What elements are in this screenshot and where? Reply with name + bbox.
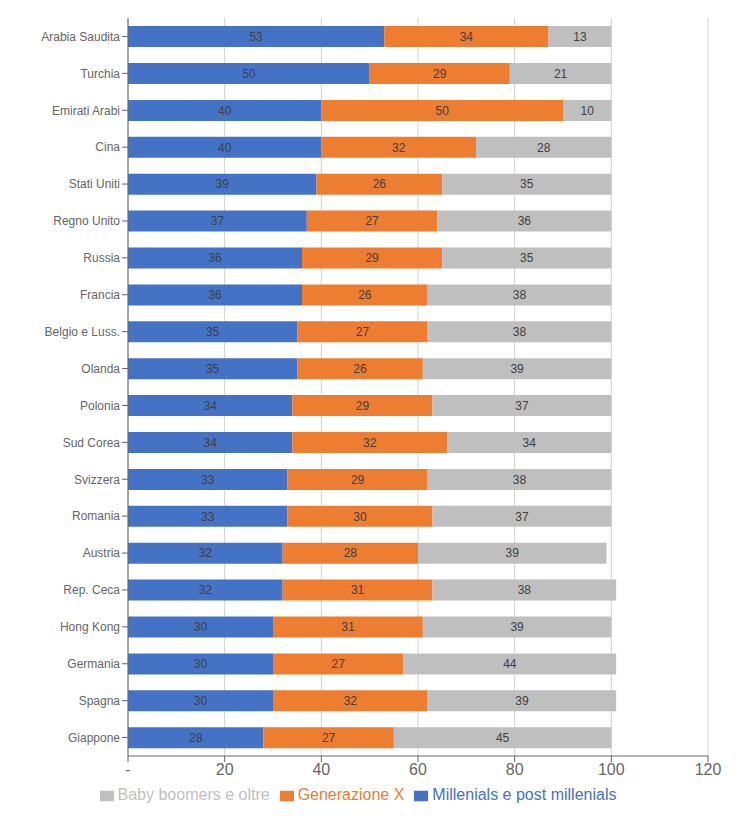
svg-text:34: 34 [522, 436, 536, 450]
svg-text:45: 45 [496, 731, 510, 745]
svg-text:33: 33 [201, 510, 215, 524]
svg-text:39: 39 [506, 546, 520, 560]
svg-text:Sud Corea: Sud Corea [63, 436, 121, 450]
svg-text:35: 35 [206, 325, 220, 339]
svg-text:28: 28 [537, 141, 551, 155]
svg-text:27: 27 [365, 214, 379, 228]
svg-text:37: 37 [515, 510, 529, 524]
svg-text:39: 39 [510, 620, 524, 634]
svg-text:Russia: Russia [83, 251, 120, 265]
svg-text:40: 40 [218, 104, 232, 118]
svg-text:Rep. Ceca: Rep. Ceca [63, 583, 120, 597]
svg-text:40: 40 [218, 141, 232, 155]
svg-text:32: 32 [392, 141, 406, 155]
svg-text:34: 34 [460, 30, 474, 44]
svg-text:28: 28 [189, 731, 203, 745]
svg-text:31: 31 [341, 620, 355, 634]
html-text:Generazione X: Generazione X [297, 786, 405, 803]
svg-text:30: 30 [353, 510, 367, 524]
svg-text:28: 28 [344, 546, 358, 560]
svg-text:39: 39 [515, 694, 529, 708]
svg-text:38: 38 [518, 583, 532, 597]
svg-text:35: 35 [520, 177, 534, 191]
svg-text:53: 53 [249, 30, 263, 44]
svg-text:30: 30 [194, 694, 208, 708]
svg-text:44: 44 [503, 657, 517, 671]
svg-text:Polonia: Polonia [80, 399, 120, 413]
svg-text:34: 34 [203, 399, 217, 413]
svg-text:120: 120 [695, 761, 722, 778]
svg-text:Regno Unito: Regno Unito [53, 214, 120, 228]
svg-text:32: 32 [199, 583, 213, 597]
svg-text:21: 21 [554, 67, 568, 81]
svg-text:-: - [125, 761, 130, 778]
svg-text:38: 38 [513, 473, 527, 487]
svg-text:36: 36 [518, 214, 532, 228]
svg-text:Turchia: Turchia [80, 67, 120, 81]
svg-text:60: 60 [409, 761, 427, 778]
svg-text:26: 26 [373, 177, 387, 191]
svg-text:30: 30 [194, 657, 208, 671]
svg-text:37: 37 [515, 399, 529, 413]
svg-text:Arabia Saudita: Arabia Saudita [41, 30, 120, 44]
html-text:Baby boomers e oltre: Baby boomers e oltre [117, 786, 270, 803]
svg-text:Austria: Austria [83, 546, 121, 560]
svg-text:27: 27 [332, 657, 346, 671]
svg-text:31: 31 [351, 583, 365, 597]
svg-text:Romania: Romania [72, 509, 120, 523]
svg-text:40: 40 [312, 761, 330, 778]
svg-text:32: 32 [344, 694, 358, 708]
html-text:Millenials e post millenials: Millenials e post millenials [432, 786, 617, 803]
svg-text:26: 26 [353, 362, 367, 376]
svg-text:36: 36 [208, 288, 222, 302]
svg-text:37: 37 [211, 214, 225, 228]
svg-text:Giappone: Giappone [68, 731, 120, 745]
svg-text:39: 39 [510, 362, 524, 376]
svg-text:80: 80 [506, 761, 524, 778]
svg-text:29: 29 [365, 251, 379, 265]
svg-text:13: 13 [573, 30, 587, 44]
svg-text:Stati Uniti: Stati Uniti [69, 177, 120, 191]
svg-text:30: 30 [194, 620, 208, 634]
svg-text:Francia: Francia [80, 288, 120, 302]
svg-text:34: 34 [203, 436, 217, 450]
svg-text:29: 29 [351, 473, 365, 487]
svg-text:38: 38 [513, 325, 527, 339]
svg-text:Germania: Germania [67, 657, 120, 671]
svg-text:Cina: Cina [95, 140, 120, 154]
svg-text:29: 29 [356, 399, 370, 413]
svg-text:27: 27 [356, 325, 370, 339]
svg-text:36: 36 [208, 251, 222, 265]
svg-text:32: 32 [199, 546, 213, 560]
svg-text:32: 32 [363, 436, 377, 450]
svg-text:35: 35 [206, 362, 220, 376]
svg-text:Emirati Arabi: Emirati Arabi [52, 104, 120, 118]
svg-text:100: 100 [598, 761, 625, 778]
svg-text:Olanda: Olanda [81, 362, 120, 376]
svg-text:Belgio e Luss.: Belgio e Luss. [45, 325, 120, 339]
svg-text:27: 27 [322, 731, 336, 745]
svg-text:50: 50 [435, 104, 449, 118]
svg-text:29: 29 [433, 67, 447, 81]
svg-text:38: 38 [513, 288, 527, 302]
svg-text:50: 50 [242, 67, 256, 81]
svg-text:39: 39 [216, 177, 230, 191]
svg-text:33: 33 [201, 473, 215, 487]
svg-text:10: 10 [580, 104, 594, 118]
svg-text:Spagna: Spagna [79, 694, 121, 708]
svg-text:26: 26 [358, 288, 372, 302]
svg-text:Svizzera: Svizzera [74, 473, 120, 487]
svg-text:20: 20 [216, 761, 234, 778]
svg-text:35: 35 [520, 251, 534, 265]
svg-text:Hong Kong: Hong Kong [60, 620, 120, 634]
